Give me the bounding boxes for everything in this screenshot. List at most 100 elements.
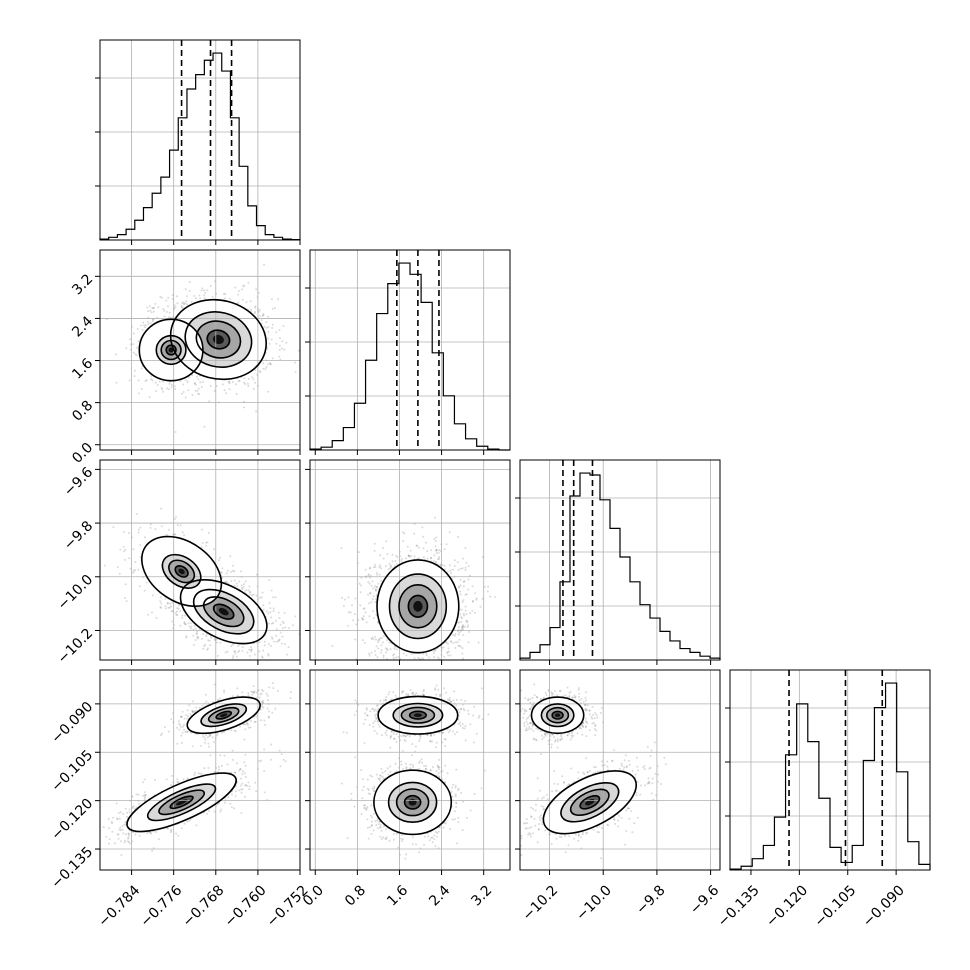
scatter-point — [435, 561, 438, 564]
scatter-point — [392, 656, 395, 659]
scatter-point — [248, 648, 251, 651]
scatter-point — [201, 542, 204, 544]
scatter-point — [200, 546, 203, 549]
scatter-point — [265, 326, 268, 329]
scatter-point — [193, 382, 196, 385]
scatter-point — [151, 379, 154, 382]
scatter-point — [417, 546, 420, 549]
scatter-point — [181, 616, 184, 619]
scatter-point — [437, 558, 440, 561]
scatter-point — [211, 295, 214, 298]
scatter-point — [137, 531, 140, 534]
scatter-point — [144, 326, 146, 329]
scatter-point — [354, 638, 357, 641]
scatter-point — [435, 548, 438, 551]
scatter-point — [278, 329, 281, 332]
scatter-point — [370, 584, 373, 587]
scatter-point — [124, 548, 127, 551]
scatter-point — [144, 380, 147, 383]
scatter-point — [201, 287, 204, 290]
scatter-point — [165, 299, 168, 302]
scatter-point — [246, 382, 249, 385]
scatter-point — [241, 588, 244, 591]
scatter-point — [265, 321, 268, 324]
scatter-point — [379, 651, 382, 654]
scatter-point — [134, 561, 137, 563]
scatter-point — [254, 310, 256, 313]
scatter-point — [374, 588, 377, 591]
scatter-point — [388, 641, 391, 644]
scatter-point — [251, 663, 253, 665]
scatter-point — [195, 632, 198, 635]
scatter-point — [243, 284, 246, 287]
scatter-point — [269, 611, 272, 614]
scatter-point — [234, 286, 237, 289]
scatter-point — [452, 568, 454, 571]
scatter-point — [205, 544, 208, 547]
scatter-point — [224, 297, 226, 300]
scatter-point — [160, 296, 163, 299]
scatter-point — [464, 569, 467, 572]
scatter-point — [275, 628, 278, 631]
scatter-point — [207, 532, 210, 534]
scatter-point — [426, 673, 428, 675]
scatter-point — [301, 315, 303, 317]
scatter-point — [386, 553, 389, 555]
scatter-point — [277, 639, 280, 642]
scatter-point — [274, 596, 277, 599]
scatter-point — [458, 626, 460, 629]
scatter-point — [464, 566, 467, 569]
scatter-point — [406, 545, 409, 548]
scatter-point — [171, 610, 174, 613]
scatter-point — [262, 362, 265, 365]
scatter-point — [137, 379, 140, 382]
scatter-point — [284, 643, 286, 645]
scatter-point — [162, 390, 165, 393]
scatter-point — [435, 561, 437, 564]
scatter-point — [149, 322, 152, 325]
scatter-point — [129, 338, 131, 341]
scatter-point — [447, 654, 450, 657]
scatter-point — [463, 625, 466, 628]
scatter-point — [270, 338, 273, 341]
scatter-point — [196, 636, 199, 639]
scatter-point — [468, 574, 471, 577]
scatter-point — [294, 370, 297, 373]
scatter-point — [244, 580, 247, 583]
scatter-point — [174, 388, 177, 390]
scatter-point — [195, 375, 198, 378]
scatter-point — [443, 655, 446, 658]
scatter-point — [258, 370, 261, 372]
scatter-point — [175, 614, 178, 617]
scatter-point — [192, 634, 195, 637]
scatter-point — [262, 604, 265, 607]
scatter-point — [133, 375, 136, 378]
scatter-point — [216, 654, 219, 657]
scatter-point — [467, 624, 470, 627]
scatter-point — [281, 635, 284, 638]
scatter-point — [412, 677, 414, 679]
scatter-point — [118, 572, 121, 575]
scatter-point — [255, 288, 258, 291]
scatter-point — [209, 385, 212, 388]
scatter-point — [178, 604, 181, 607]
scatter-point — [461, 652, 464, 655]
scatter-point — [368, 582, 371, 585]
scatter-point — [189, 627, 192, 630]
scatter-point — [389, 648, 392, 651]
scatter-point — [198, 628, 201, 631]
scatter-point — [203, 425, 206, 428]
scatter-point — [283, 611, 286, 614]
scatter-point — [143, 589, 146, 592]
scatter-point — [262, 314, 265, 316]
scatter-point — [462, 679, 464, 681]
scatter-point — [465, 561, 468, 564]
scatter-point — [370, 637, 373, 640]
scatter-point — [182, 301, 185, 304]
scatter-point — [446, 652, 449, 655]
scatter-point — [402, 540, 405, 542]
scatter-point — [119, 548, 122, 551]
scatter-point — [400, 560, 403, 563]
scatter-point — [185, 379, 188, 382]
scatter-point — [360, 584, 362, 587]
